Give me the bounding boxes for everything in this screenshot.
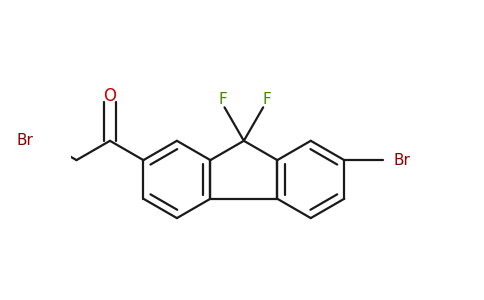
Text: Br: Br <box>17 133 34 148</box>
Text: Br: Br <box>394 153 411 168</box>
Text: O: O <box>104 86 117 104</box>
Text: F: F <box>218 92 227 107</box>
Text: F: F <box>262 92 271 107</box>
